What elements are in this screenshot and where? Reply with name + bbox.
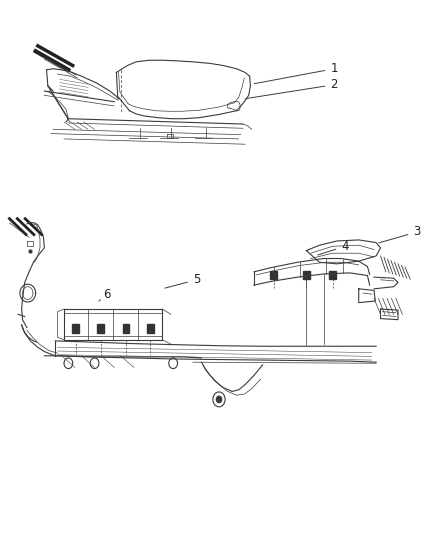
- Text: 2: 2: [246, 78, 338, 99]
- Text: 3: 3: [379, 225, 420, 243]
- Circle shape: [216, 396, 222, 402]
- Text: 5: 5: [165, 273, 200, 288]
- Bar: [329, 271, 336, 279]
- Bar: [147, 324, 154, 334]
- Bar: [270, 271, 277, 279]
- Text: 1: 1: [254, 62, 338, 84]
- Bar: [123, 324, 130, 334]
- Bar: [72, 324, 79, 334]
- Text: 6: 6: [99, 288, 111, 301]
- Bar: [97, 324, 104, 334]
- Text: 4: 4: [318, 240, 349, 255]
- Bar: [303, 271, 310, 279]
